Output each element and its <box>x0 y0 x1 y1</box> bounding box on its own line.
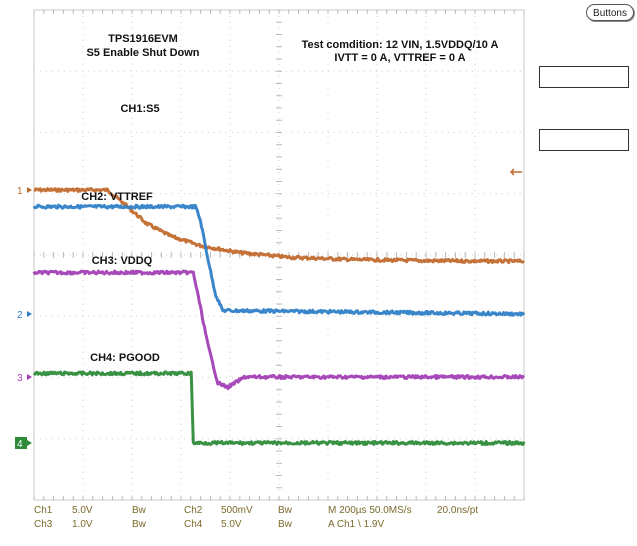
channel-markers: 1 2 3 4 <box>15 186 32 450</box>
channel-marker-text-3: 3 <box>17 373 23 384</box>
status-time-per-point: 20.0ns/pt <box>437 505 478 516</box>
chart-title-line-1: TPS1916EVM <box>108 33 178 45</box>
trace-ch3 <box>32 269 526 391</box>
channel-marker-arrow-icon-4 <box>27 440 32 446</box>
grid <box>33 9 525 501</box>
status-ch2-scale: 500mV <box>221 505 253 516</box>
trigger-level-arrow-icon <box>509 168 522 176</box>
test-condition-line-2: IVTT = 0 A, VTTREF = 0 A <box>334 52 465 64</box>
status-ch1-bw: Bw <box>132 505 147 516</box>
series-label-ch3: CH3: VDDQ <box>92 255 153 267</box>
status-ch4-bw: Bw <box>278 519 293 530</box>
status-ch2: Ch2 <box>184 505 203 516</box>
buttons-tab[interactable]: Buttons <box>586 4 634 21</box>
channel-marker-3: 3 <box>17 373 32 384</box>
channel-marker-arrow-icon-1 <box>27 187 32 193</box>
channel-marker-arrow-icon-2 <box>27 311 32 317</box>
status-trigger: A Ch1 \ 1.9V <box>328 519 384 530</box>
channel-marker-arrow-icon-3 <box>27 374 32 380</box>
status-ch4-scale: 5.0V <box>221 519 242 530</box>
test-condition-line-1: Test comdition: 12 VIN, 1.5VDDQ/10 A <box>302 39 499 51</box>
status-ch3: Ch3 <box>34 519 53 530</box>
status-timebase: M 200µs 50.0MS/s <box>328 505 412 516</box>
traces <box>32 187 526 446</box>
channel-marker-text-2: 2 <box>17 310 23 321</box>
status-bar: Ch1 5.0V Bw Ch2 500mV Bw M 200µs 50.0MS/… <box>34 505 478 530</box>
chart-title-line-2: S5 Enable Shut Down <box>86 47 199 59</box>
status-ch4: Ch4 <box>184 519 203 530</box>
channel-marker-1: 1 <box>17 186 32 197</box>
status-ch2-bw: Bw <box>278 505 293 516</box>
side-menu-box-1[interactable] <box>539 66 629 88</box>
channel-marker-box-4 <box>15 437 27 449</box>
channel-marker-text-1: 1 <box>17 186 23 197</box>
trace-ch1 <box>33 187 525 265</box>
trace-ch4 <box>32 370 526 446</box>
channel-marker-text-4: 4 <box>17 439 23 450</box>
series-label-ch4: CH4: PGOOD <box>90 352 160 364</box>
channel-marker-2: 2 <box>17 310 32 321</box>
series-label-ch2: CH2: VTTREF <box>81 191 153 203</box>
side-menu-box-2[interactable] <box>539 129 629 151</box>
status-ch3-bw: Bw <box>132 519 147 530</box>
series-label-ch1: CH1:S5 <box>120 103 159 115</box>
status-ch3-scale: 1.0V <box>72 519 93 530</box>
channel-marker-4: 4 <box>15 437 32 450</box>
status-ch1-scale: 5.0V <box>72 505 93 516</box>
trace-ch2 <box>32 203 526 317</box>
status-ch1: Ch1 <box>34 505 53 516</box>
